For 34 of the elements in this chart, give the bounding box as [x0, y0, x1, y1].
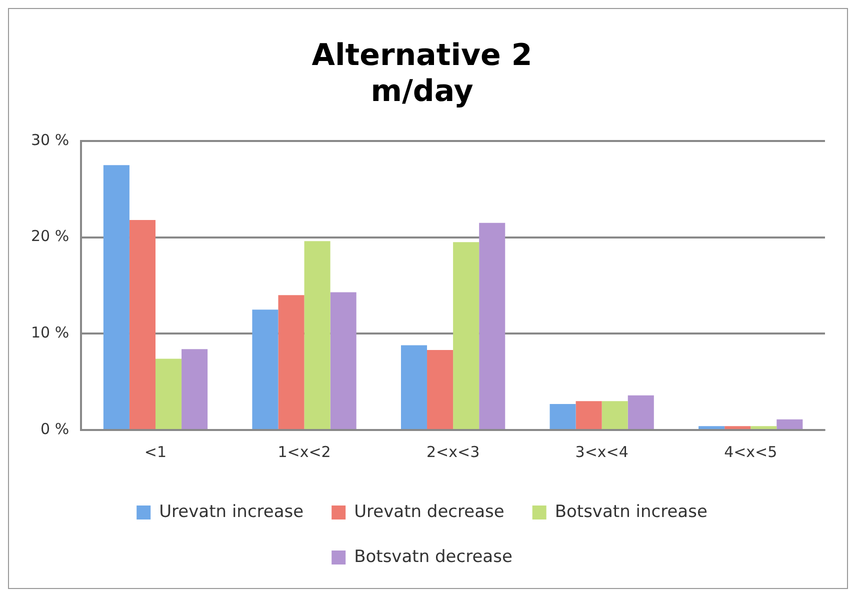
x-tick-label: 2<x<3 [426, 442, 480, 461]
chart-title: Alternative 2 m/day [312, 38, 532, 109]
bar [453, 242, 480, 429]
bar [576, 401, 602, 429]
legend-label: Botsvatn decrease [354, 546, 512, 567]
y-tick-label: 10 % [31, 324, 70, 342]
legend-label: Urevatn decrease [354, 502, 504, 522]
bar [628, 395, 654, 429]
bar [400, 345, 428, 429]
y-tick-label: 20 % [31, 227, 70, 246]
bar [252, 310, 278, 429]
x-tick-label: 3<x<4 [575, 442, 628, 461]
x-tick-label: 4<x<5 [724, 442, 778, 461]
bar [304, 241, 330, 429]
bar [750, 426, 777, 429]
y-tick-label: 0 % [40, 420, 70, 438]
bar [776, 419, 803, 429]
bar [278, 295, 304, 429]
x-tick-label: 1<x<2 [278, 442, 331, 461]
bar [698, 426, 725, 429]
bar [330, 292, 356, 429]
bar [182, 349, 208, 429]
bar [724, 426, 751, 429]
y-tick-label: 30 % [31, 130, 70, 149]
bar [427, 350, 454, 429]
bar [103, 165, 130, 429]
bar [479, 222, 506, 429]
bar [129, 220, 156, 429]
bar [155, 358, 182, 429]
x-tick-label: <1 [144, 442, 167, 461]
bar [602, 401, 628, 429]
legend-label: Urevatn increase [159, 502, 304, 522]
legend-label: Botsvatn increase [554, 502, 708, 522]
bar [550, 404, 576, 429]
